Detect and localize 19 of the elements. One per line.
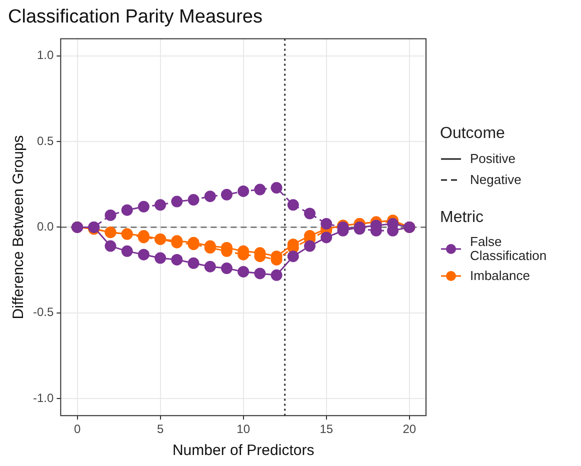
legend-title: Metric [440,209,485,227]
x-tick-label: 20 [402,422,416,436]
legend-label: Imbalance [470,268,530,283]
legend-label: False Classification [470,234,548,263]
text: Negative [470,172,522,187]
x-tick-label: 5 [156,422,164,436]
x-tick-label: 0 [74,422,81,436]
x-tick-label: 15 [320,422,334,436]
text: Positive [470,151,516,166]
x-tick-label: 10 [236,422,250,436]
y-tick-label: -1.0 [32,390,54,405]
text: Outcome [440,125,506,143]
y-axis-title: Difference Between Groups [10,135,28,320]
y-tick-label: -0.5 [32,305,54,320]
y-tick-label: 1.0 [36,48,54,62]
y-tick-label: 0.0 [36,220,54,234]
chart-title: Classification Parity Measures [8,6,262,28]
y-tick-label: 0.5 [36,134,54,148]
x-axis-title: Number of Predictors [172,442,314,460]
